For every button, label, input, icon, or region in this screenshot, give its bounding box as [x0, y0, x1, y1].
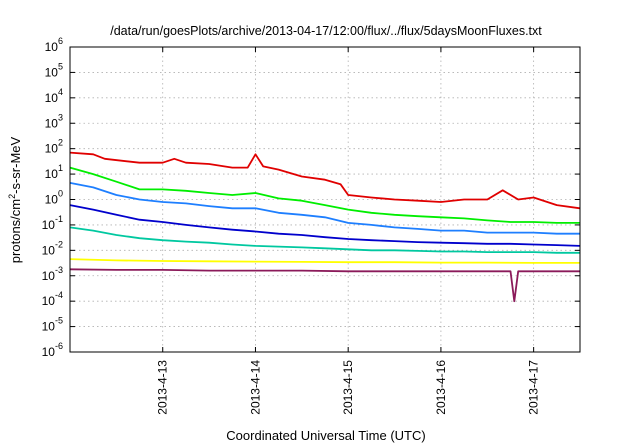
y-tick-exponent: 5	[58, 61, 63, 71]
series-line-6	[69, 258, 580, 264]
series-line-2	[69, 166, 580, 224]
y-axis-label: protons/cm2-s-sr-MeV	[7, 136, 23, 263]
y-tick-exponent: 4	[58, 87, 63, 97]
y-tick-exponent: -1	[55, 214, 63, 224]
x-tick-label: 2013-4-15	[341, 360, 355, 415]
y-tick-exponent: 1	[58, 163, 63, 173]
y-tick-exponent: -3	[55, 265, 63, 275]
y-tick-exponent: -2	[55, 239, 63, 249]
x-tick-label: 2013-4-13	[156, 360, 170, 415]
y-tick-base: 10	[42, 243, 56, 257]
y-tick-label: 10-2	[42, 239, 63, 257]
chart-title: /data/run/goesPlots/archive/2013-04-17/1…	[110, 24, 542, 38]
y-tick-base: 10	[45, 91, 59, 105]
y-tick-label: 10-5	[42, 316, 63, 334]
x-tick-label: 2013-4-14	[248, 360, 262, 415]
y-axis-label-part-2: -s-sr-MeV	[8, 136, 23, 193]
y-tick-exponent: 2	[58, 138, 63, 148]
y-tick-base: 10	[42, 218, 56, 232]
x-axis-label: Coordinated Universal Time (UTC)	[226, 428, 425, 443]
y-tick-base: 10	[45, 193, 59, 207]
y-axis-label-part-1: protons/cm	[8, 199, 23, 263]
y-tick-base: 10	[45, 116, 59, 130]
y-tick-base: 10	[42, 320, 56, 334]
y-tick-label: 103	[45, 112, 63, 130]
y-tick-base: 10	[42, 294, 56, 308]
series-line-1	[69, 151, 581, 210]
y-tick-label: 10-1	[42, 214, 63, 232]
series-group	[69, 151, 581, 303]
y-tick-exponent: 0	[58, 189, 63, 199]
y-tick-base: 10	[45, 167, 59, 181]
y-tick-exponent: -4	[55, 290, 63, 300]
axis-ticks: 10-610-510-410-310-210-11001011021031041…	[42, 36, 580, 415]
y-tick-label: 101	[45, 163, 63, 181]
series-line-4	[69, 204, 581, 247]
y-tick-base: 10	[42, 345, 56, 359]
x-tick-label: 2013-4-16	[434, 360, 448, 415]
y-axis-label-superscript: 2	[7, 194, 17, 199]
y-tick-label: 105	[45, 61, 63, 79]
y-tick-label: 104	[45, 87, 63, 105]
y-tick-exponent: -5	[55, 316, 63, 326]
y-tick-base: 10	[45, 142, 59, 156]
y-tick-base: 10	[45, 40, 59, 54]
series-line-7	[69, 268, 580, 303]
y-tick-label: 102	[45, 138, 63, 156]
y-tick-exponent: 6	[58, 36, 63, 46]
y-tick-label: 10-6	[42, 341, 63, 359]
y-tick-exponent: 3	[58, 112, 63, 122]
y-tick-label: 10-4	[42, 290, 63, 308]
series-line-5	[69, 226, 580, 254]
y-tick-label: 100	[45, 189, 63, 207]
series-line-3	[69, 182, 580, 235]
x-tick-label: 2013-4-17	[527, 360, 541, 415]
y-tick-exponent: -6	[55, 341, 63, 351]
y-tick-base: 10	[45, 65, 59, 79]
y-tick-label: 10-3	[42, 265, 63, 283]
y-tick-base: 10	[42, 269, 56, 283]
grid-lines	[70, 47, 580, 352]
y-tick-label: 106	[45, 36, 63, 54]
